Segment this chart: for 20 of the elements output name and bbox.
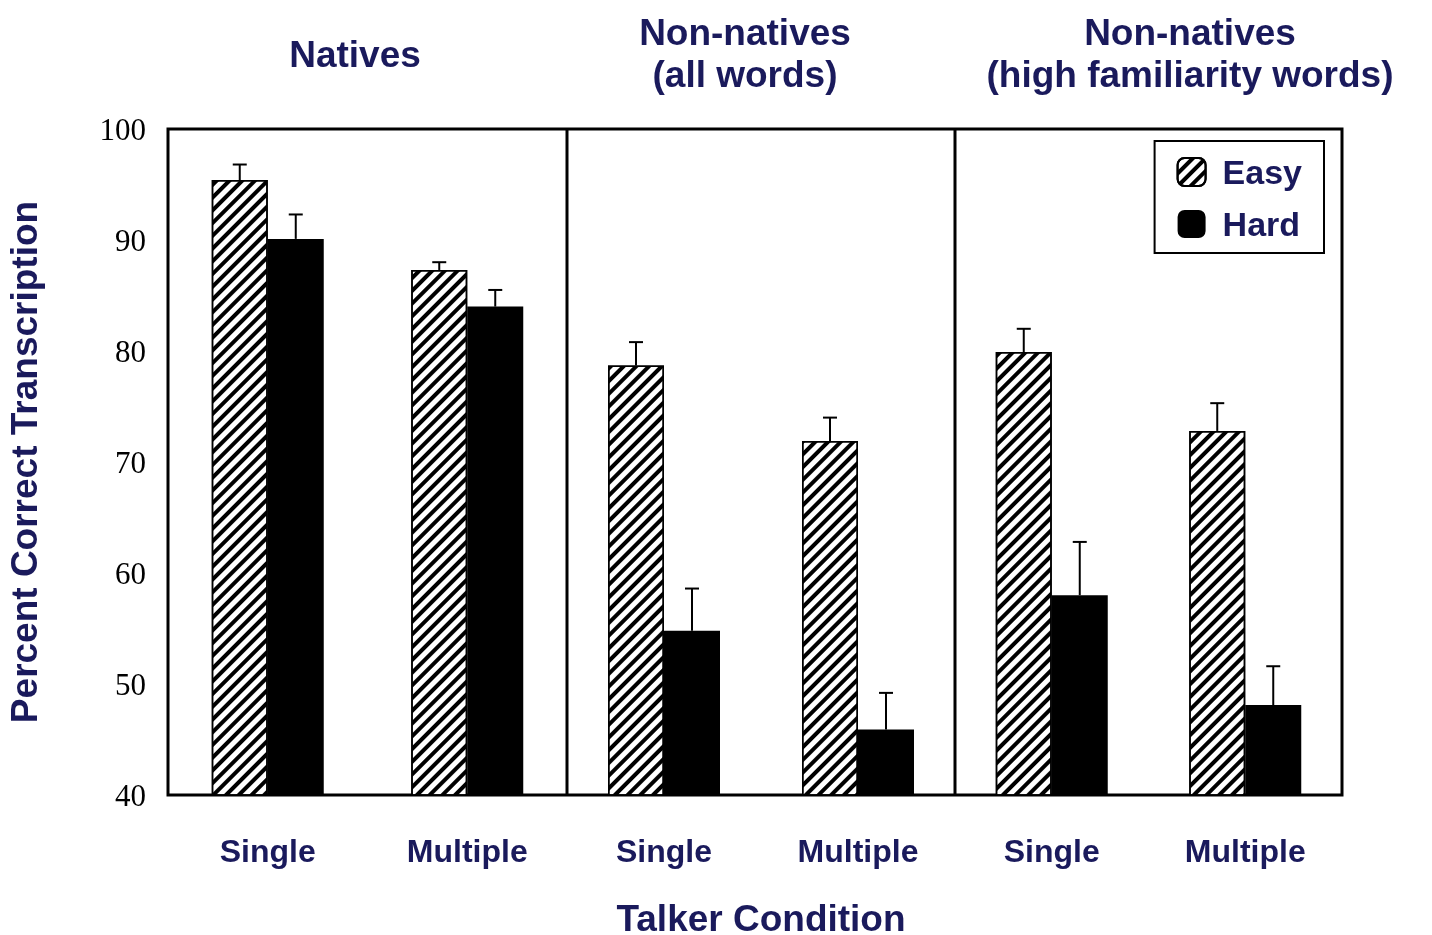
chart-title: Non-natives (high familiarity words)	[986, 11, 1394, 95]
y-tick-label: 80	[115, 333, 146, 369]
y-tick-label: 70	[115, 444, 146, 480]
chart-title: Natives	[289, 33, 421, 75]
legend-label: Hard	[1222, 205, 1301, 243]
x-axis-title: Talker Condition	[616, 898, 906, 935]
x-tick-label: Single	[615, 833, 713, 869]
y-tick-label: 100	[99, 111, 146, 147]
legend-label: Easy	[1222, 153, 1303, 191]
y-axis-title: Percent Correct Transcription	[4, 200, 45, 724]
x-tick-label: Multiple	[797, 833, 919, 869]
x-tick-label: Single	[219, 833, 316, 869]
chart-title: Non-natives (all words)	[639, 11, 851, 95]
y-tick-label: 50	[115, 666, 146, 702]
x-tick-label: Single	[1003, 833, 1100, 869]
y-tick-label: 90	[115, 222, 146, 258]
x-tick-label: Multiple	[1184, 833, 1306, 869]
x-tick-label: Multiple	[406, 833, 528, 869]
y-tick-label: 60	[115, 555, 146, 591]
y-tick-label: 40	[115, 777, 146, 813]
